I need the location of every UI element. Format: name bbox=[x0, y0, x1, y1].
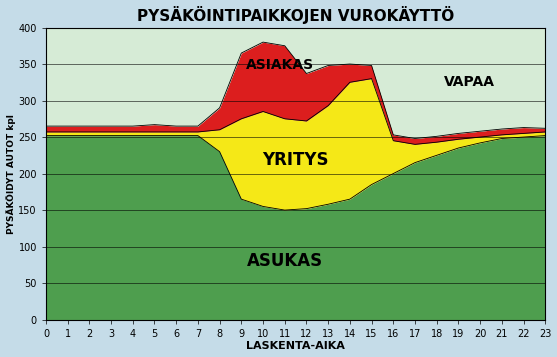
Title: PYSÄKÖINTIPAIKKOJEN VUROKÄYTTÖ: PYSÄKÖINTIPAIKKOJEN VUROKÄYTTÖ bbox=[137, 6, 454, 24]
Text: ASIAKAS: ASIAKAS bbox=[246, 59, 315, 72]
Text: YRITYS: YRITYS bbox=[262, 151, 329, 170]
Text: VAPAA: VAPAA bbox=[444, 75, 495, 89]
X-axis label: LASKENTA-AIKA: LASKENTA-AIKA bbox=[246, 341, 345, 351]
Y-axis label: PYSÄKÖIDYT AUTOT kpl: PYSÄKÖIDYT AUTOT kpl bbox=[6, 114, 16, 233]
Text: ASUKAS: ASUKAS bbox=[247, 252, 323, 270]
